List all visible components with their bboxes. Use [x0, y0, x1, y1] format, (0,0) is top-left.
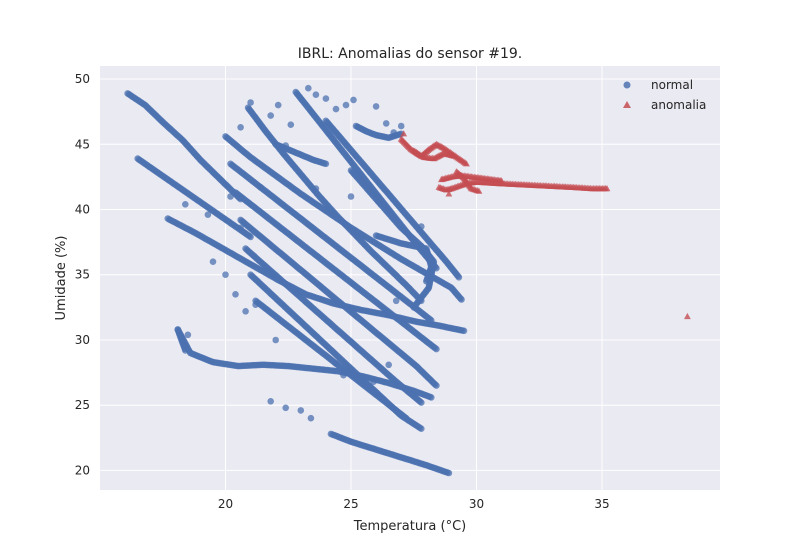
y-tick-label: 30 [75, 333, 90, 347]
data-point [267, 112, 275, 119]
data-point [182, 347, 189, 354]
data-point [603, 185, 611, 192]
data-point [274, 101, 282, 109]
data-point [332, 360, 340, 367]
x-tick-label: 25 [343, 497, 358, 511]
data-point [282, 142, 290, 149]
series-layer [124, 84, 691, 477]
data-point [305, 84, 312, 92]
data-point [402, 414, 410, 422]
data-point [350, 96, 357, 104]
data-point [247, 99, 254, 106]
x-axis-title: Temperatura (°C) [353, 519, 466, 534]
plot-background [100, 66, 720, 490]
legend-marker-anomalia [623, 101, 631, 108]
data-point [390, 129, 398, 136]
y-tick-label: 35 [75, 268, 90, 282]
y-tick-label: 20 [75, 463, 90, 477]
data-point [204, 211, 212, 218]
data-point [182, 201, 189, 208]
data-point [382, 120, 390, 127]
data-point [445, 190, 453, 197]
data-point [385, 361, 393, 369]
data-point [272, 336, 280, 344]
data-point [370, 378, 377, 386]
data-point [332, 105, 340, 113]
data-point [222, 271, 229, 279]
data-point [445, 469, 453, 477]
data-point [423, 278, 430, 285]
data-point [433, 382, 440, 389]
data-point [340, 371, 347, 379]
data-point [397, 122, 405, 130]
x-tick-label: 35 [594, 497, 609, 511]
data-point [418, 425, 425, 433]
legend-marker-normal [623, 81, 631, 89]
y-tick-labels: 20 25 30 35 40 45 50 [75, 72, 90, 477]
data-point [498, 177, 505, 184]
data-point [232, 291, 239, 298]
data-point [267, 398, 275, 405]
legend-label-normal: normal [651, 78, 693, 92]
grid-lines [100, 66, 720, 490]
data-point [312, 91, 320, 98]
series-anomalia [397, 130, 691, 320]
y-tick-label: 40 [75, 203, 90, 217]
data-point [307, 414, 315, 422]
x-tick-labels: 20 25 30 35 [218, 497, 610, 511]
data-point [227, 193, 234, 200]
data-point [297, 407, 305, 414]
data-point [247, 233, 254, 241]
data-point [392, 297, 400, 305]
data-point [458, 296, 465, 303]
x-tick-label: 20 [218, 497, 233, 511]
data-point [684, 312, 691, 320]
data-point [475, 187, 483, 194]
data-point [282, 404, 290, 412]
series-normal [124, 84, 468, 477]
y-tick-label: 25 [75, 398, 90, 412]
y-tick-label: 50 [75, 72, 90, 86]
data-point [428, 394, 435, 401]
chart-title: IBRL: Anomalias do sensor #19. [298, 46, 523, 62]
data-point [287, 121, 295, 128]
data-point [418, 223, 425, 230]
data-point [322, 95, 330, 102]
data-point [418, 399, 425, 406]
data-point [455, 274, 463, 281]
data-point [184, 331, 192, 339]
y-tick-label: 45 [75, 137, 90, 151]
data-point [433, 345, 440, 353]
data-point [237, 224, 244, 232]
data-point [237, 124, 244, 131]
data-point [257, 184, 264, 191]
data-point [242, 308, 249, 315]
data-point [322, 160, 330, 168]
data-point [450, 152, 458, 159]
data-point [312, 185, 320, 192]
data-point [428, 317, 435, 324]
data-point [342, 101, 350, 109]
legend: normal anomalia [623, 78, 706, 112]
x-tick-label: 30 [469, 497, 484, 511]
data-point [400, 130, 408, 137]
data-point [463, 160, 470, 167]
data-point [410, 304, 418, 311]
data-point [252, 301, 259, 309]
y-axis-title: Umidade (%) [54, 236, 69, 321]
data-point [209, 258, 217, 266]
data-point [372, 103, 380, 110]
data-point [460, 327, 468, 335]
legend-label-anomalia: anomalia [651, 98, 706, 112]
data-point [347, 193, 355, 200]
